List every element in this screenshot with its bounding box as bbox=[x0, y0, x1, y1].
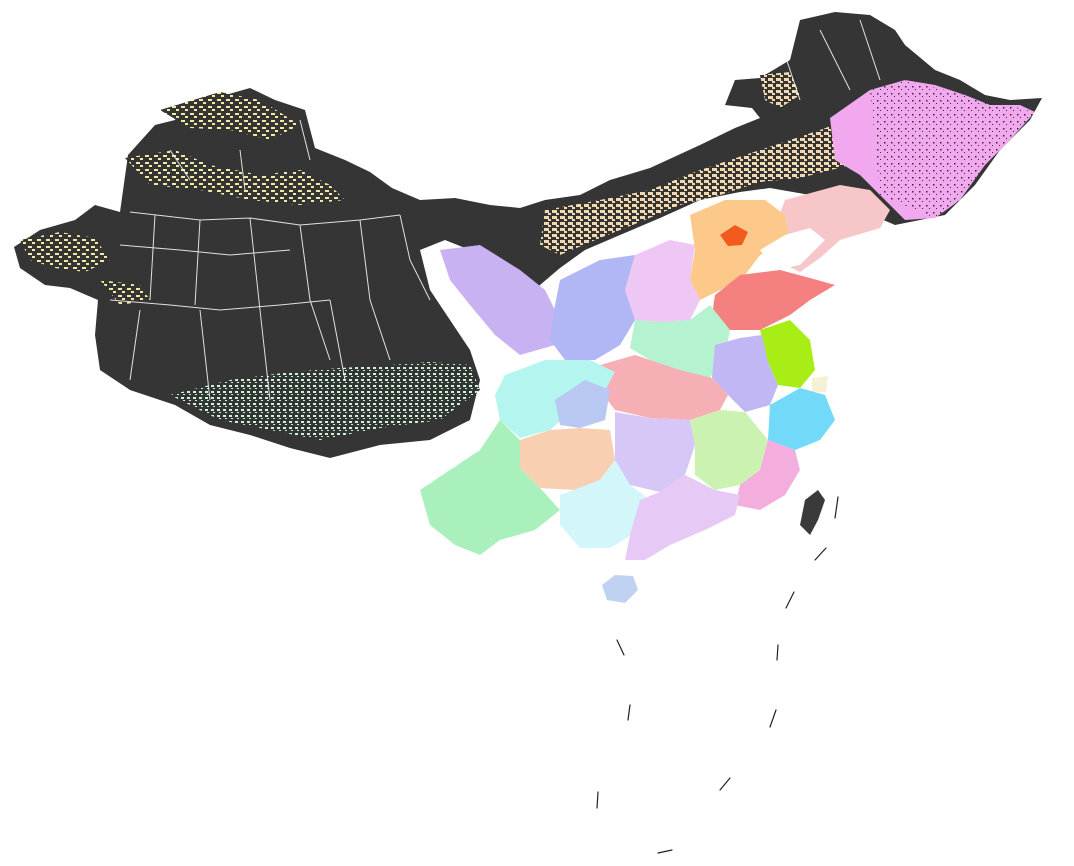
region-east-lavender bbox=[712, 335, 778, 412]
region-southwest-cyan bbox=[495, 360, 615, 438]
region-central-mint bbox=[630, 305, 730, 378]
desert-patch-west bbox=[20, 232, 110, 272]
region-south-lilac bbox=[625, 475, 740, 560]
desert-patch-northwest bbox=[160, 92, 300, 140]
region-north-orange bbox=[690, 200, 790, 300]
region-southeast-sky bbox=[768, 388, 835, 450]
region-coastal-white bbox=[760, 228, 825, 270]
region-south-peach bbox=[520, 428, 615, 490]
region-south-light-cyan bbox=[560, 460, 650, 548]
region-chongqing-blue bbox=[555, 380, 610, 428]
region-shanghai bbox=[812, 376, 828, 392]
maritime-dash-lines bbox=[596, 496, 839, 854]
desert-patch-mid bbox=[100, 280, 150, 305]
region-north-central-purple bbox=[625, 240, 700, 322]
region-southeast-pink bbox=[735, 440, 800, 510]
region-west-lavender bbox=[440, 245, 560, 355]
region-south-central-lavender bbox=[615, 412, 695, 492]
plateau-stripe-south bbox=[170, 362, 480, 440]
border-lines-northwest bbox=[109, 19, 881, 401]
region-central-blue bbox=[550, 255, 635, 360]
region-island-east bbox=[800, 490, 825, 535]
desert-patch-north bbox=[125, 150, 345, 205]
steppe-band-north bbox=[540, 115, 880, 255]
region-northeast-speckle bbox=[870, 80, 1035, 218]
region-southeast-green bbox=[690, 410, 768, 490]
region-capital-red bbox=[720, 225, 748, 246]
region-central-rose bbox=[600, 355, 728, 420]
region-southwest-green bbox=[420, 420, 560, 555]
region-peninsula-red bbox=[712, 270, 835, 330]
steppe-band-north-2 bbox=[760, 72, 800, 108]
region-yangtze-lime bbox=[760, 320, 815, 388]
region-island-south bbox=[602, 575, 638, 603]
